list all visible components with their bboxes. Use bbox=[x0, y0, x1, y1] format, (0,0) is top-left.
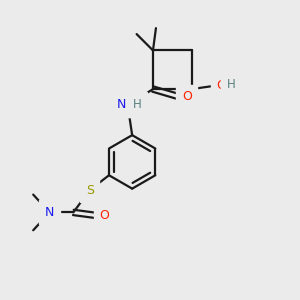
Text: H: H bbox=[226, 78, 235, 91]
Text: O: O bbox=[99, 209, 109, 222]
Text: O: O bbox=[216, 79, 226, 92]
Text: N: N bbox=[117, 98, 127, 111]
Text: S: S bbox=[86, 184, 94, 196]
Text: N: N bbox=[45, 206, 54, 219]
Text: H: H bbox=[133, 98, 142, 111]
Text: O: O bbox=[182, 90, 192, 103]
